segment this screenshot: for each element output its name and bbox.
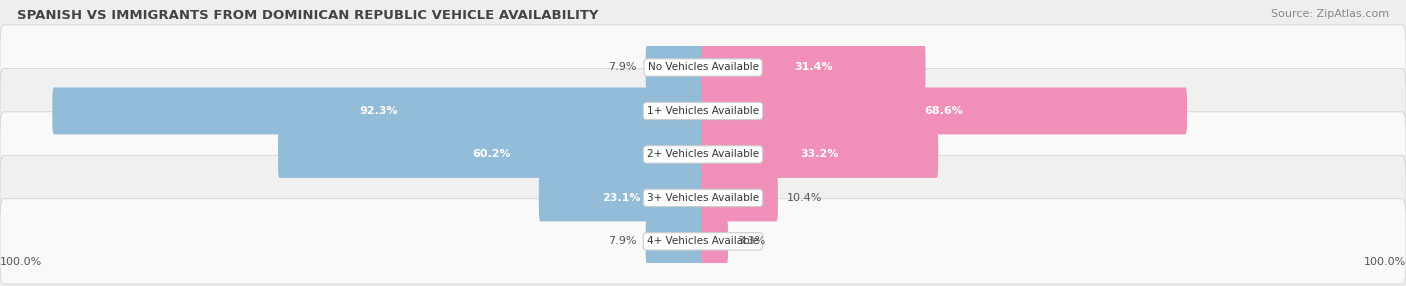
Text: 7.9%: 7.9%	[609, 63, 637, 72]
Text: 31.4%: 31.4%	[794, 63, 832, 72]
FancyBboxPatch shape	[702, 218, 728, 265]
FancyBboxPatch shape	[278, 131, 704, 178]
Text: 33.2%: 33.2%	[800, 150, 839, 159]
Text: 23.1%: 23.1%	[603, 193, 641, 203]
FancyBboxPatch shape	[0, 25, 1406, 110]
Text: 100.0%: 100.0%	[1364, 257, 1406, 267]
Text: 10.4%: 10.4%	[787, 193, 823, 203]
Text: 100.0%: 100.0%	[0, 257, 42, 267]
FancyBboxPatch shape	[702, 174, 778, 221]
FancyBboxPatch shape	[52, 88, 704, 134]
FancyBboxPatch shape	[538, 174, 704, 221]
FancyBboxPatch shape	[0, 199, 1406, 284]
Text: Source: ZipAtlas.com: Source: ZipAtlas.com	[1271, 9, 1389, 19]
Text: 1+ Vehicles Available: 1+ Vehicles Available	[647, 106, 759, 116]
Text: 7.9%: 7.9%	[609, 237, 637, 246]
Text: SPANISH VS IMMIGRANTS FROM DOMINICAN REPUBLIC VEHICLE AVAILABILITY: SPANISH VS IMMIGRANTS FROM DOMINICAN REP…	[17, 9, 599, 21]
FancyBboxPatch shape	[0, 68, 1406, 154]
FancyBboxPatch shape	[0, 112, 1406, 197]
FancyBboxPatch shape	[645, 44, 704, 91]
Text: 68.6%: 68.6%	[925, 106, 963, 116]
Text: 60.2%: 60.2%	[472, 150, 510, 159]
FancyBboxPatch shape	[702, 131, 938, 178]
FancyBboxPatch shape	[645, 218, 704, 265]
Text: 2+ Vehicles Available: 2+ Vehicles Available	[647, 150, 759, 159]
Text: 92.3%: 92.3%	[360, 106, 398, 116]
Text: 3.3%: 3.3%	[737, 237, 765, 246]
FancyBboxPatch shape	[702, 44, 925, 91]
Text: No Vehicles Available: No Vehicles Available	[648, 63, 758, 72]
FancyBboxPatch shape	[702, 88, 1187, 134]
FancyBboxPatch shape	[0, 155, 1406, 241]
Text: 3+ Vehicles Available: 3+ Vehicles Available	[647, 193, 759, 203]
Text: 4+ Vehicles Available: 4+ Vehicles Available	[647, 237, 759, 246]
